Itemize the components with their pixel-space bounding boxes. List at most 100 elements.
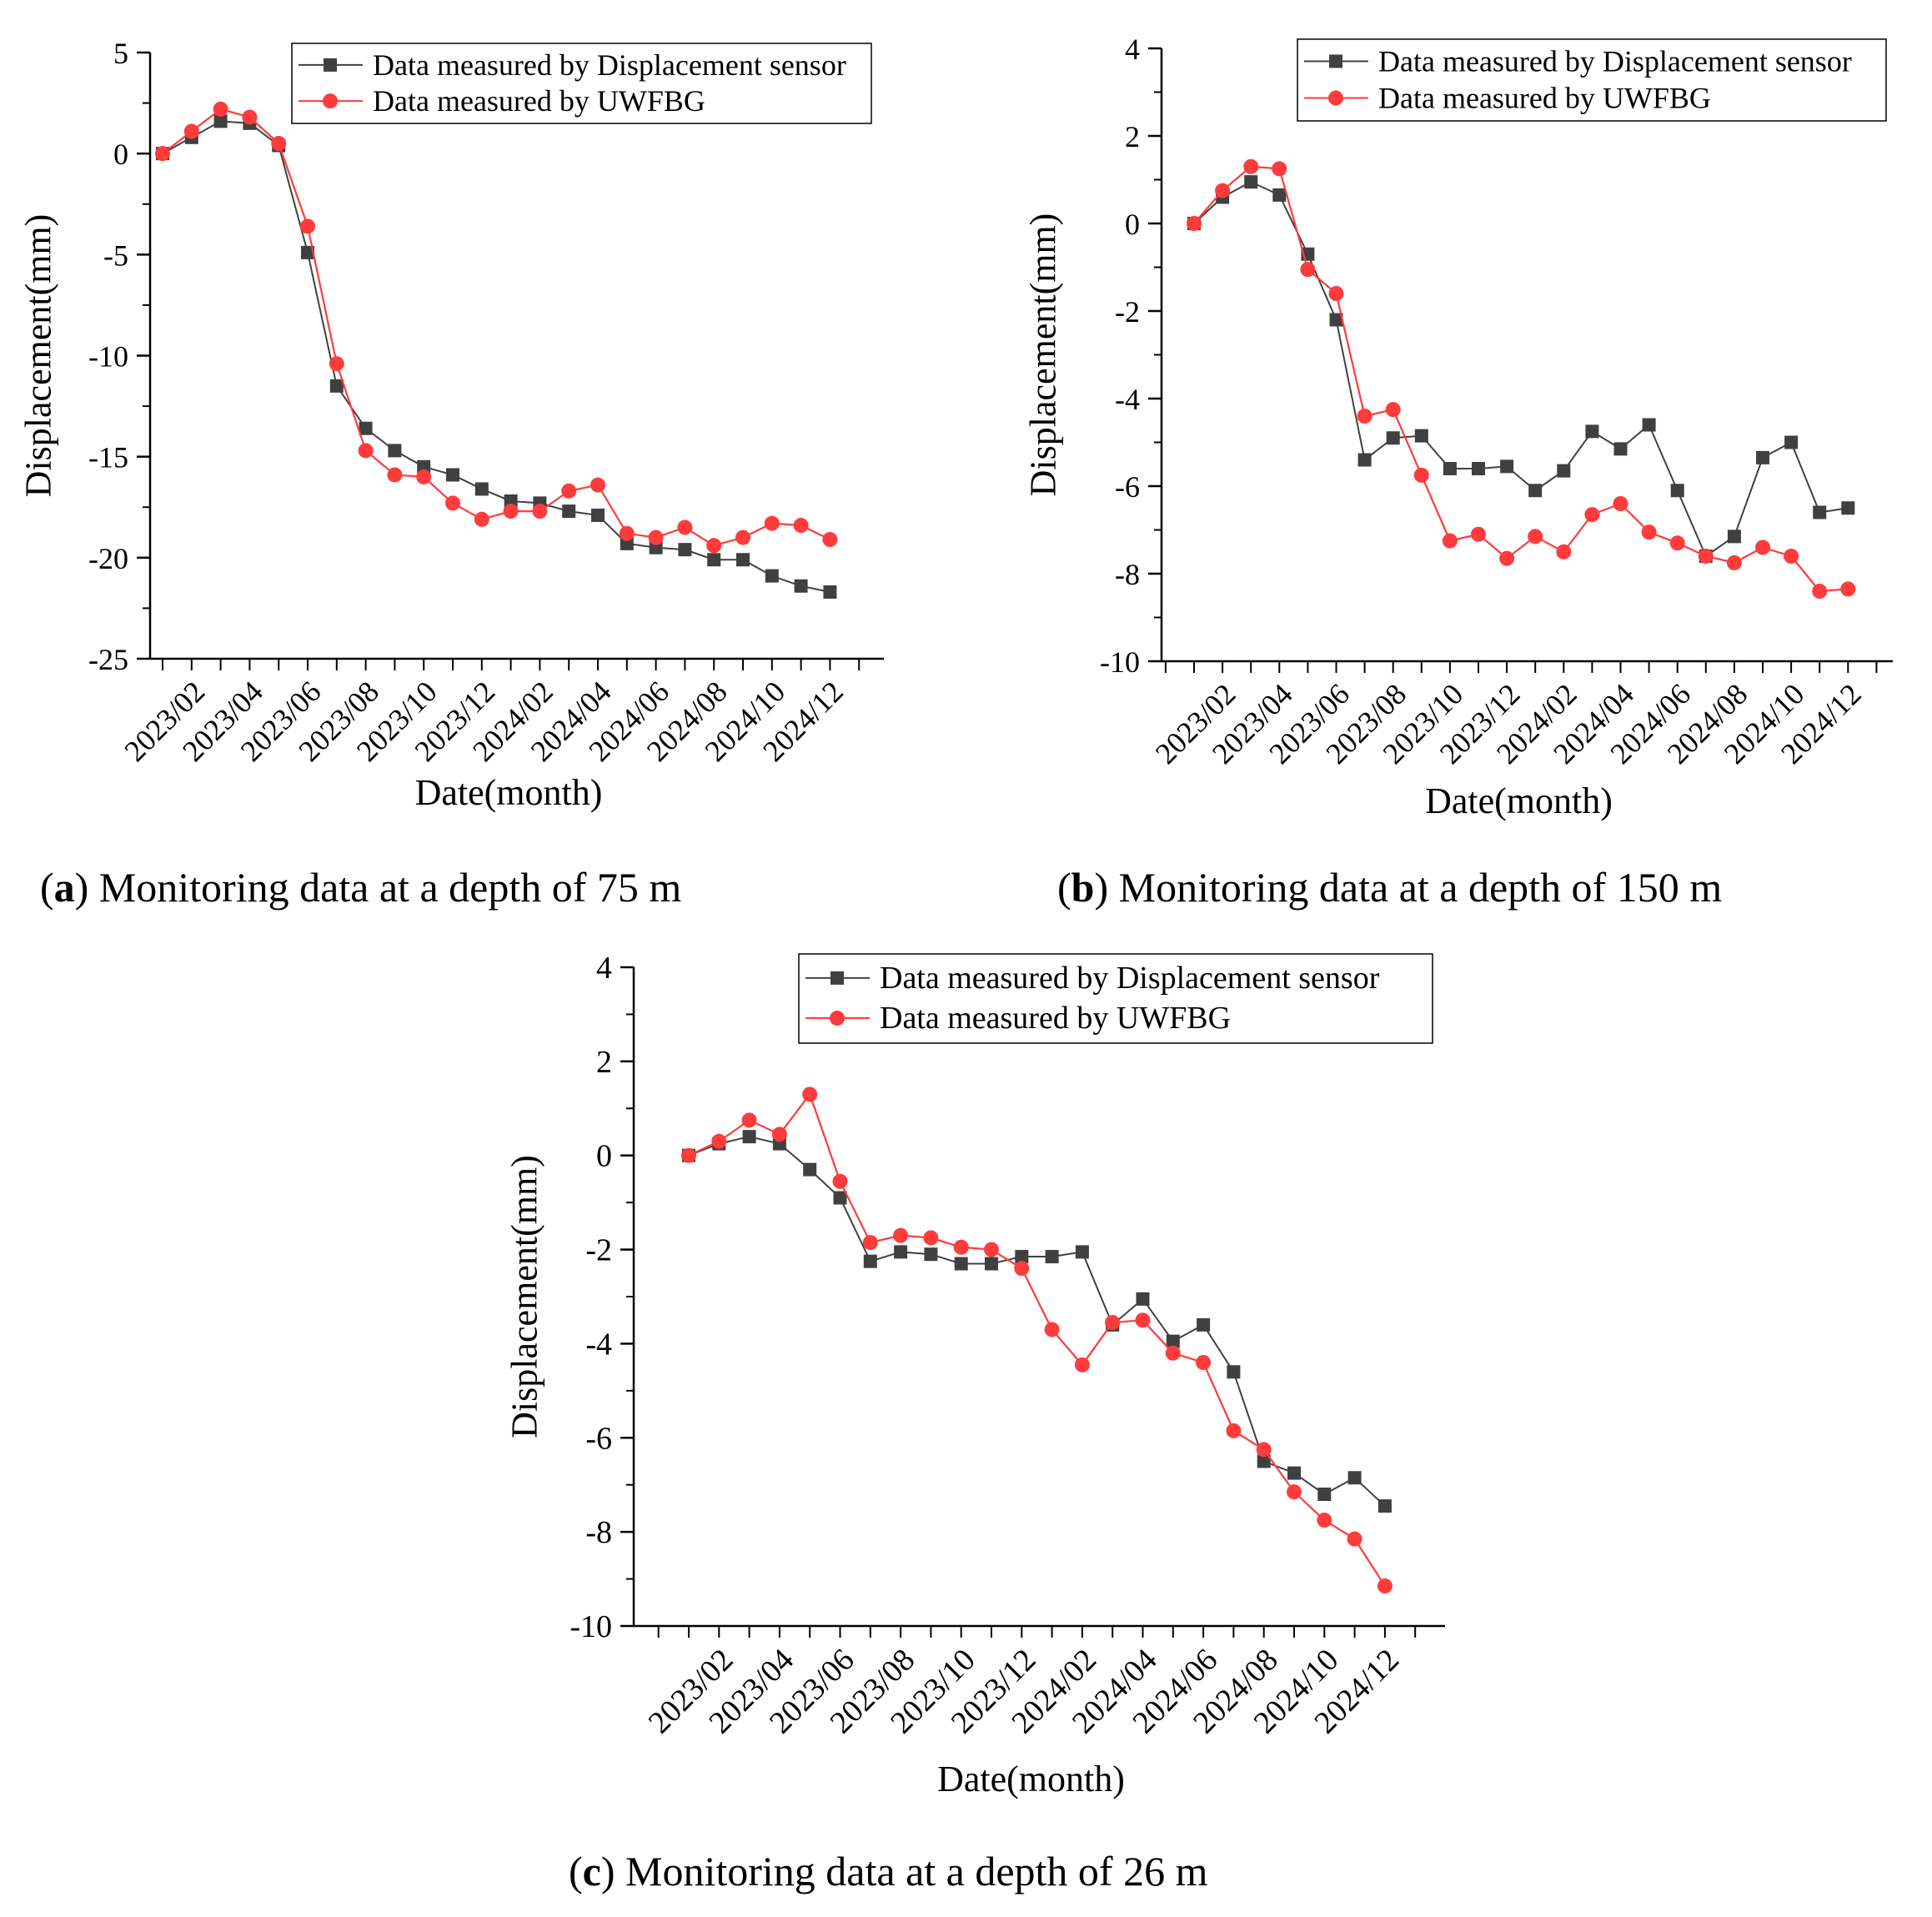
data-point-square [823,585,837,600]
data-point-circle [764,515,780,531]
data-point-circle [984,1242,999,1257]
series-line-displacement-sensor [162,120,831,594]
y-axis-title: Displacement(mm) [504,1155,544,1438]
x-axis-title: Date(month) [415,772,603,813]
data-point-circle [1272,161,1287,177]
legend-label: Data measured by UWFBG [880,1001,1231,1036]
data-point-circle [1165,1345,1181,1361]
caption-a-label: a [53,864,75,911]
data-point-circle [532,504,548,519]
legend-label: Data measured by Displacement sensor [373,48,846,82]
y-tick-label: 2 [1125,120,1140,153]
legend-box [1297,38,1887,122]
data-point-square [1642,418,1656,432]
data-point-circle [1135,1312,1151,1328]
data-point-square [446,468,459,482]
data-point-circle [953,1239,969,1255]
y-tick-label: -15 [88,441,128,474]
data-point-square [736,553,750,567]
data-point-circle [155,146,170,162]
y-tick-label: 0 [1125,208,1140,241]
y-tick-label: 0 [596,1139,612,1174]
data-point-square [707,553,721,567]
data-point-circle [802,1086,818,1102]
data-point-circle [503,504,519,519]
data-point-square [1472,462,1485,475]
chart-b: 420-2-4-6-8-102023/022023/042023/062023/… [1022,33,1893,821]
data-point-circle [445,495,460,511]
data-point-circle [474,511,489,527]
data-point-square [985,1257,998,1271]
data-point-circle [1698,549,1714,564]
data-point-square [591,508,605,522]
data-point-circle [1014,1261,1030,1277]
y-tick-label: -8 [585,1515,612,1550]
data-point-square [1347,1471,1362,1485]
data-point-square [329,379,344,393]
legend-marker-circle [323,93,338,109]
caption-c: (c) Monitoring data at a depth of 26 m [569,1848,1208,1894]
data-point-circle [619,525,635,541]
data-point-circle [1187,216,1202,231]
legend-label: Data measured by Displacement sensor [880,961,1380,996]
series-line-displacement-sensor [1193,181,1849,558]
legend-box [291,43,872,124]
data-point-square [833,1191,847,1205]
data-point-circle [923,1230,939,1246]
data-point-circle [1641,524,1657,540]
data-point-square [954,1257,968,1271]
data-point-square [562,504,576,519]
data-point-circle [242,109,258,125]
chart-c: 420-2-4-6-8-102023/022023/042023/062023/… [504,951,1445,1799]
x-axis-title: Date(month) [937,1759,1125,1799]
y-tick-label: -6 [585,1421,612,1456]
data-point-circle [1105,1315,1121,1331]
data-point-circle [1328,286,1344,301]
data-point-circle [1413,467,1429,483]
chart-a: 50-5-10-15-20-252023/022023/042023/06202… [18,37,884,813]
data-point-circle [1584,507,1600,523]
data-point-circle [300,218,315,234]
caption-b: (b) Monitoring data at a depth of 150 m [1057,864,1723,911]
y-tick-label: -10 [570,1609,612,1644]
caption-b-text: ) Monitoring data at a depth of 150 m [1094,864,1723,911]
data-point-circle [862,1235,878,1251]
data-point-square [1613,442,1628,456]
data-point-square [620,536,634,550]
data-point-circle [1256,1442,1272,1458]
data-point-square [1075,1245,1089,1259]
data-point-circle [358,443,374,459]
y-tick-label: -8 [1115,558,1140,591]
data-point-square [1500,459,1514,474]
data-point-circle [1287,1484,1302,1500]
legend-marker-circle [1328,90,1343,106]
legend-marker-square [831,971,844,985]
data-point-circle [1812,584,1828,599]
data-point-circle [387,467,403,483]
data-point-circle [793,518,809,534]
caption-b-label: b [1071,864,1095,911]
y-axis-title: Displacement(mm) [18,214,58,498]
data-point-square [1585,424,1599,439]
y-tick-label: -2 [1115,295,1140,329]
data-point-square [1329,313,1343,327]
data-point-square [1784,435,1799,449]
caption-a-text: ) Monitoring data at a depth of 75 m [74,864,682,911]
data-point-circle [1528,529,1543,544]
data-point-square [1528,484,1543,498]
y-tick-label: -10 [88,340,128,374]
data-point-circle [681,1147,696,1163]
series-line-displacement-sensor [688,1136,1386,1507]
y-tick-label: -4 [585,1327,612,1362]
y-tick-label: 2 [596,1045,612,1080]
caption-c-text: ) Monitoring data at a depth of 26 m [600,1848,1208,1894]
data-point-circle [1499,550,1515,566]
data-point-circle [213,101,228,117]
series-line-uwfbg [1193,165,1849,593]
data-point-circle [1840,581,1856,597]
y-tick-label: -20 [88,542,128,575]
data-point-square [803,1162,817,1177]
y-tick-label: -10 [1100,645,1140,679]
data-point-square [1841,501,1855,515]
data-point-square [1317,1488,1332,1501]
